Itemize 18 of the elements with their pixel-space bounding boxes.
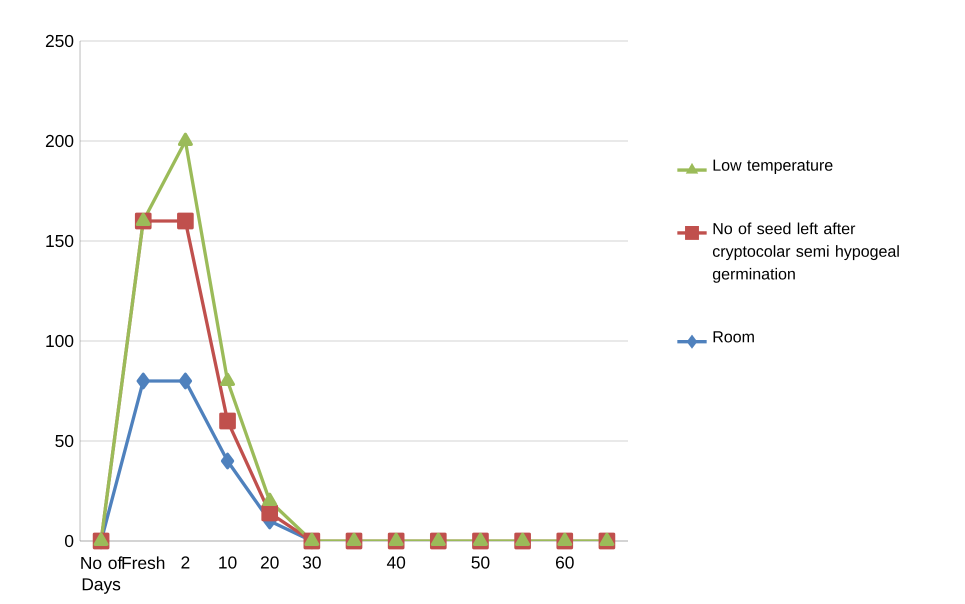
y-tick-label: 200 — [46, 134, 74, 148]
x-tick-label: No of Days — [81, 556, 122, 594]
x-tick-label: 60 — [556, 556, 574, 569]
y-tick-label: 0 — [64, 534, 74, 548]
x-tick-label: Fresh — [122, 556, 164, 570]
y-tick-label: 250 — [46, 34, 74, 48]
x-tick-label: 10 — [219, 556, 237, 569]
y-tick-label: 100 — [46, 334, 74, 348]
legend-label: No of seed left after cryptocolar semi hypogeal germination — [712, 222, 899, 283]
x-tick-label: 2 — [181, 556, 190, 568]
x-tick-label: 30 — [302, 556, 321, 569]
x-tick-label: 50 — [472, 556, 490, 569]
y-tick-label: 50 — [55, 434, 74, 448]
legend-label: Room — [714, 331, 754, 342]
y-tick-label: 150 — [46, 234, 74, 248]
legend-label: Low temperature — [714, 160, 832, 174]
x-tick-label: 40 — [386, 556, 406, 569]
x-tick-label: 20 — [260, 556, 279, 569]
